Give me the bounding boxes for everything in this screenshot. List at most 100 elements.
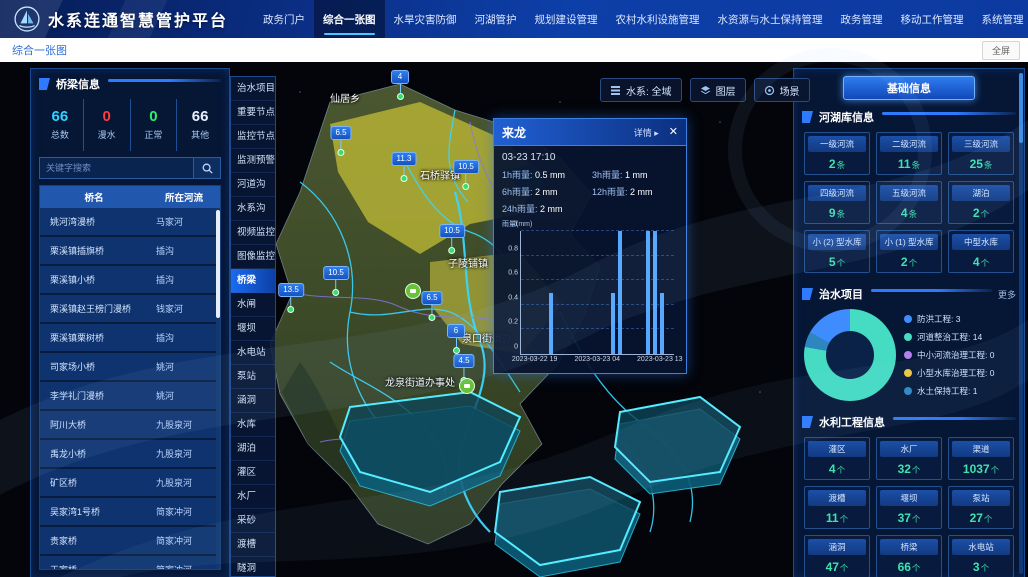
right-panel-scrollbar[interactable] bbox=[1019, 73, 1023, 574]
map-marker[interactable]: 11.3 bbox=[391, 148, 417, 182]
info-card[interactable]: 水厂 32个 bbox=[876, 437, 942, 480]
map-marker[interactable]: 6.5 bbox=[330, 122, 352, 156]
layer-menu-item-13[interactable]: 涵洞 bbox=[231, 389, 275, 413]
map-marker[interactable]: 6.5 bbox=[421, 287, 443, 321]
card-label: 四级河流 bbox=[808, 185, 866, 201]
info-card[interactable]: 渡槽 11个 bbox=[804, 486, 870, 529]
table-row[interactable]: 栗溪镇栗树桥 插沟 bbox=[40, 324, 220, 353]
search-button[interactable] bbox=[193, 157, 221, 179]
right-panel-scroll-thumb[interactable] bbox=[1019, 73, 1023, 143]
table-row[interactable]: 栗溪镇赵王榜门漫桥 钱家河 bbox=[40, 295, 220, 324]
camera-marker-icon[interactable] bbox=[459, 378, 475, 394]
layer-menu-item-3[interactable]: 监测预警 bbox=[231, 149, 275, 173]
table-row[interactable]: 栗溪镇小桥 插沟 bbox=[40, 266, 220, 295]
info-card[interactable]: 涵洞 47个 bbox=[804, 535, 870, 577]
info-card[interactable]: 一级河流 2条 bbox=[804, 132, 870, 175]
camera-marker-icon[interactable] bbox=[405, 283, 421, 299]
table-row[interactable]: 栗溪镇插旗桥 插沟 bbox=[40, 237, 220, 266]
layer-menu-item-10[interactable]: 堰坝 bbox=[231, 317, 275, 341]
table-scrollbar[interactable] bbox=[216, 208, 220, 569]
nav-item-0[interactable]: 政务门户 bbox=[263, 13, 306, 26]
nav-item-2[interactable]: 水旱灾害防御 bbox=[393, 13, 457, 26]
layer-menu-item-8[interactable]: 桥梁 bbox=[231, 269, 275, 293]
nav-item-4[interactable]: 规划建设管理 bbox=[534, 13, 598, 26]
bridge-name-cell: 王家桥 bbox=[50, 565, 78, 570]
layer-menu-item-1[interactable]: 重要节点 bbox=[231, 101, 275, 125]
nav-item-9[interactable]: 系统管理 bbox=[981, 13, 1024, 26]
info-card[interactable]: 五级河流 4条 bbox=[876, 181, 942, 224]
layer-menu-item-16[interactable]: 灌区 bbox=[231, 461, 275, 485]
map-marker[interactable]: 10.5 bbox=[323, 262, 349, 296]
table-row[interactable]: 矿区桥 九股泉河 bbox=[40, 469, 220, 498]
info-card[interactable]: 湖泊 2个 bbox=[948, 181, 1014, 224]
layer-menu-item-20[interactable]: 隧洞 bbox=[231, 557, 275, 576]
info-card[interactable]: 渠道 1037个 bbox=[948, 437, 1014, 480]
info-card[interactable]: 桥梁 66个 bbox=[876, 535, 942, 577]
layer-menu-item-17[interactable]: 水厂 bbox=[231, 485, 275, 509]
table-row[interactable]: 姚河湾漫桥 马家河 bbox=[40, 208, 220, 237]
rain-metric: 6h雨量: 2 mm bbox=[502, 187, 558, 197]
table-row[interactable]: 禹龙小桥 九股泉河 bbox=[40, 440, 220, 469]
card-label: 小 (2) 型水库 bbox=[808, 234, 866, 250]
close-icon[interactable]: ✕ bbox=[668, 125, 678, 138]
map-marker[interactable]: 4 bbox=[391, 66, 409, 100]
more-link[interactable]: 更多 bbox=[997, 289, 1016, 300]
info-card[interactable]: 小 (2) 型水库 5个 bbox=[804, 230, 870, 273]
table-row[interactable]: 王家桥 简家冲河 bbox=[40, 556, 220, 570]
map-control-0[interactable]: 水系: 全域 bbox=[600, 78, 682, 102]
layer-menu-item-18[interactable]: 采砂 bbox=[231, 509, 275, 533]
info-card[interactable]: 三级河流 25条 bbox=[948, 132, 1014, 175]
map-marker[interactable]: 6 bbox=[447, 320, 465, 354]
info-card[interactable]: 中型水库 4个 bbox=[948, 230, 1014, 273]
legend-label: 河道整治工程: 14 bbox=[917, 332, 983, 342]
table-row[interactable]: 李学礼门漫桥 姚河 bbox=[40, 382, 220, 411]
layer-menu-item-14[interactable]: 水库 bbox=[231, 413, 275, 437]
info-card[interactable]: 灌区 4个 bbox=[804, 437, 870, 480]
chart-y-tick: 0.4 bbox=[508, 294, 518, 302]
table-row[interactable]: 吴家湾1号桥 简家冲河 bbox=[40, 498, 220, 527]
base-info-button[interactable]: 基础信息 bbox=[843, 76, 975, 100]
map-marker[interactable]: 10.5 bbox=[439, 220, 465, 254]
stat-label: 漫水 bbox=[97, 130, 116, 141]
card-value: 27个 bbox=[969, 511, 993, 525]
map-control-2[interactable]: 场景 bbox=[753, 78, 810, 102]
layer-menu-item-9[interactable]: 水闸 bbox=[231, 293, 275, 317]
popup-timestamp: 03-23 17:10 bbox=[502, 152, 556, 163]
nav-item-6[interactable]: 水资源与水土保持管理 bbox=[717, 13, 823, 26]
table-row[interactable]: 贵家桥 简家冲河 bbox=[40, 527, 220, 556]
table-scroll-thumb[interactable] bbox=[216, 210, 220, 318]
map-marker[interactable]: 10.5 bbox=[453, 156, 479, 190]
layer-menu-item-6[interactable]: 视频监控 bbox=[231, 221, 275, 245]
card-value: 25条 bbox=[969, 157, 993, 171]
stat-label: 总数 bbox=[50, 130, 69, 141]
info-card[interactable]: 小 (1) 型水库 2个 bbox=[876, 230, 942, 273]
map-control-1[interactable]: 图层 bbox=[689, 78, 746, 102]
popup-detail-link[interactable]: 详情 ▸ bbox=[633, 127, 659, 138]
nav-item-5[interactable]: 农村水利设施管理 bbox=[615, 13, 700, 26]
fullscreen-button[interactable]: 全屏 bbox=[981, 40, 1020, 60]
layer-menu-item-2[interactable]: 监控节点 bbox=[231, 125, 275, 149]
info-card[interactable]: 二级河流 11条 bbox=[876, 132, 942, 175]
info-card[interactable]: 堰坝 37个 bbox=[876, 486, 942, 529]
info-card[interactable]: 水电站 3个 bbox=[948, 535, 1014, 577]
river-cell: 简家冲河 bbox=[156, 507, 193, 517]
map-marker[interactable]: 13.5 bbox=[278, 279, 304, 313]
nav-item-1[interactable]: 综合一张图 bbox=[314, 0, 385, 38]
table-row[interactable]: 阿川大桥 九股泉河 bbox=[40, 411, 220, 440]
layer-menu-item-5[interactable]: 水系沟 bbox=[231, 197, 275, 221]
layer-menu-item-19[interactable]: 渡槽 bbox=[231, 533, 275, 557]
layer-menu-item-4[interactable]: 河道沟 bbox=[231, 173, 275, 197]
info-card[interactable]: 泵站 27个 bbox=[948, 486, 1014, 529]
layer-menu-item-15[interactable]: 湖泊 bbox=[231, 437, 275, 461]
layer-menu-item-11[interactable]: 水电站 bbox=[231, 341, 275, 365]
search-input[interactable] bbox=[39, 157, 193, 179]
rain-metric: 1h雨量: 0.5 mm bbox=[502, 170, 566, 180]
table-row[interactable]: 司家场小桥 姚河 bbox=[40, 353, 220, 382]
layer-menu-item-12[interactable]: 泵站 bbox=[231, 365, 275, 389]
nav-item-7[interactable]: 政务管理 bbox=[840, 13, 883, 26]
nav-item-3[interactable]: 河湖管护 bbox=[474, 13, 517, 26]
layer-menu-item-7[interactable]: 图像监控 bbox=[231, 245, 275, 269]
info-card[interactable]: 四级河流 9条 bbox=[804, 181, 870, 224]
nav-item-8[interactable]: 移动工作管理 bbox=[900, 13, 964, 26]
layer-menu-item-0[interactable]: 治水项目 bbox=[231, 77, 275, 101]
